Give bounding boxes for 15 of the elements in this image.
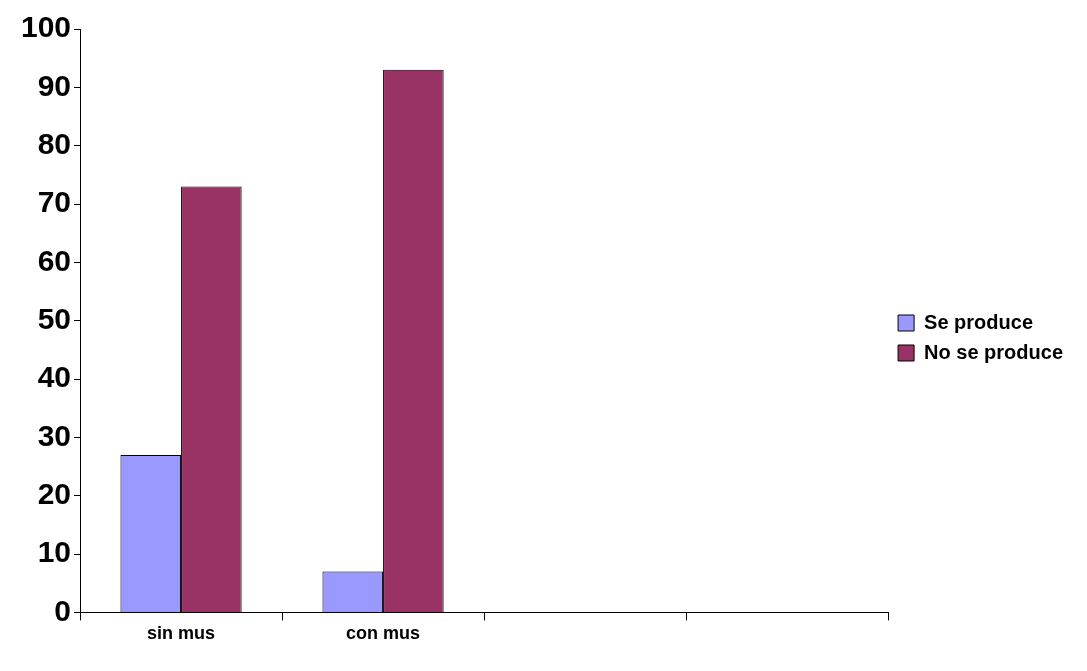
x-tick-label: sin mus bbox=[147, 623, 216, 644]
x-tick-label: con mus bbox=[346, 623, 421, 644]
y-tick-label: 70 bbox=[37, 185, 72, 219]
y-tick-label: 60 bbox=[37, 243, 72, 277]
y-tick-label: 100 bbox=[20, 10, 72, 44]
y-tick-label: 0 bbox=[54, 593, 72, 627]
y-tick-label: 90 bbox=[37, 68, 72, 102]
legend-label: No se produce bbox=[924, 340, 1064, 363]
y-tick-label: 40 bbox=[37, 360, 72, 394]
y-tick-label: 80 bbox=[37, 126, 72, 160]
legend-label: Se produce bbox=[924, 310, 1034, 333]
y-tick-label: 20 bbox=[37, 476, 72, 510]
y-tick-label: 30 bbox=[37, 418, 72, 452]
y-tick-label: 50 bbox=[37, 301, 72, 335]
y-tick-label: 10 bbox=[37, 535, 72, 569]
